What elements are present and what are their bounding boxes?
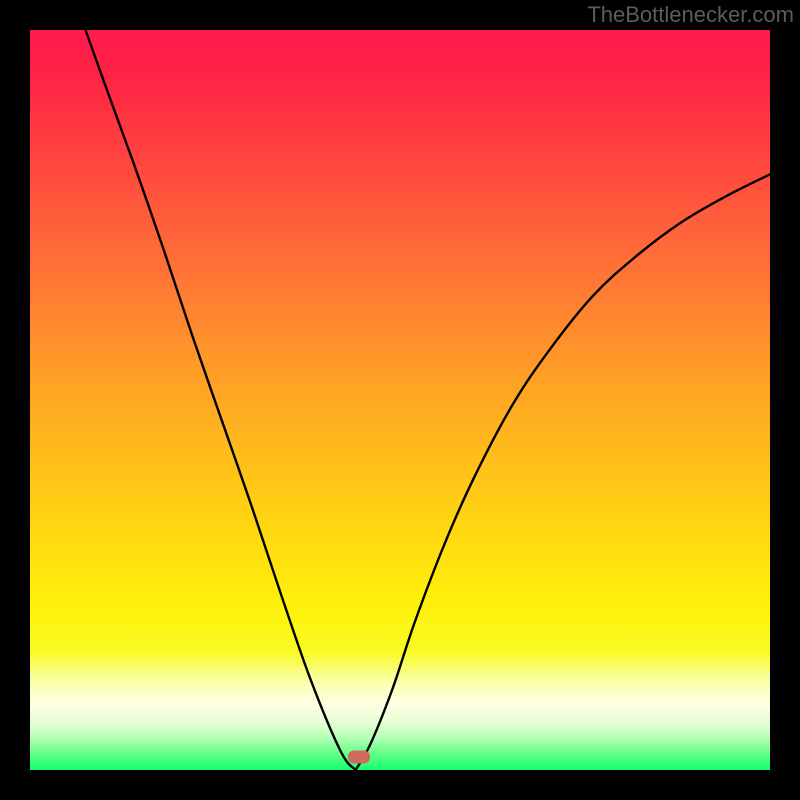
- curve-layer: [30, 30, 770, 770]
- plot-area: [30, 30, 770, 770]
- bottleneck-curve: [86, 30, 771, 770]
- watermark-text: TheBottlenecker.com: [587, 2, 794, 28]
- chart-frame: TheBottlenecker.com: [0, 0, 800, 800]
- minimum-marker: [348, 750, 370, 763]
